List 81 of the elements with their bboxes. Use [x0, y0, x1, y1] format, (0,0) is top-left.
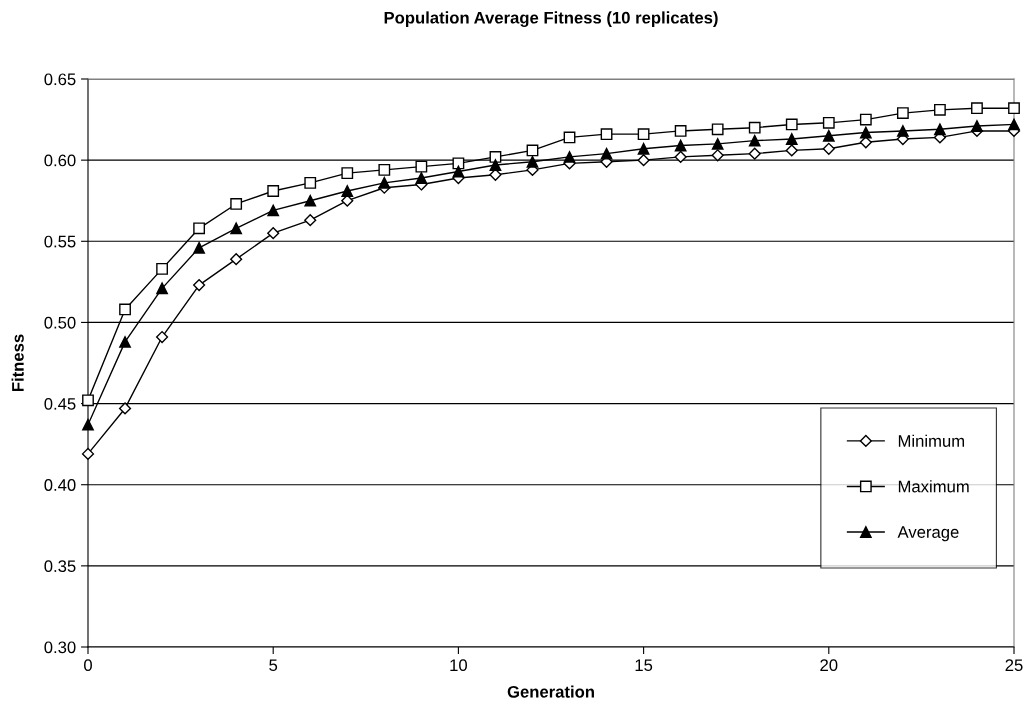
point — [971, 120, 983, 132]
point — [230, 253, 243, 266]
point — [822, 129, 835, 142]
y-tick-label: 0.65 — [44, 73, 76, 86]
point — [674, 150, 687, 163]
y-tick-label: 0.60 — [44, 154, 76, 167]
point — [934, 123, 946, 136]
point — [711, 138, 724, 150]
point — [896, 125, 909, 137]
point — [452, 157, 465, 170]
point — [896, 107, 909, 119]
point — [748, 134, 761, 147]
y-tick-label: 0.35 — [44, 560, 76, 573]
point — [119, 303, 131, 316]
point — [193, 241, 206, 254]
point — [267, 227, 280, 240]
point — [341, 185, 354, 197]
point — [118, 402, 132, 415]
point — [822, 116, 835, 129]
point — [600, 147, 613, 160]
point — [526, 155, 539, 168]
point — [267, 204, 280, 217]
point — [674, 125, 687, 137]
x-axis-title: Generation — [507, 685, 594, 698]
point — [600, 128, 613, 141]
legend-label: Maximum — [898, 480, 969, 493]
point — [378, 163, 391, 176]
x-tick-label: 10 — [450, 659, 468, 672]
point — [934, 103, 946, 116]
point — [304, 194, 317, 207]
point — [156, 262, 168, 275]
point — [304, 214, 317, 227]
point — [822, 142, 835, 155]
point — [748, 147, 761, 160]
point — [267, 185, 280, 197]
point — [785, 144, 798, 157]
y-tick-label: 0.45 — [44, 397, 76, 410]
point — [82, 418, 94, 431]
point — [637, 128, 650, 141]
point — [859, 126, 872, 139]
point — [1008, 102, 1020, 115]
point — [1008, 118, 1020, 131]
point — [711, 123, 724, 136]
point — [156, 282, 168, 295]
x-tick-label: 20 — [820, 659, 838, 672]
point — [230, 222, 243, 235]
point — [859, 113, 872, 126]
point — [489, 159, 502, 171]
point — [81, 447, 95, 460]
point — [637, 154, 650, 167]
point — [785, 118, 798, 131]
x-tick-label: 25 — [1005, 659, 1023, 672]
point — [119, 335, 131, 348]
y-tick-label: 0.30 — [44, 641, 76, 654]
y-axis-title: Fitness — [11, 334, 24, 392]
point — [378, 176, 391, 189]
point — [748, 121, 761, 134]
y-tick-label: 0.50 — [44, 316, 76, 329]
point — [674, 139, 687, 152]
y-tick-label: 0.55 — [44, 235, 76, 248]
point — [637, 142, 650, 155]
point — [563, 150, 576, 163]
point — [971, 102, 983, 115]
point — [785, 133, 798, 145]
point — [193, 279, 206, 292]
point — [230, 198, 243, 210]
x-tick-label: 15 — [635, 659, 653, 672]
point — [341, 167, 354, 180]
point — [193, 222, 206, 235]
legend-label: Minimum — [898, 434, 965, 447]
point — [304, 176, 317, 189]
legend-label: Average — [897, 526, 959, 542]
point — [415, 172, 428, 184]
point — [415, 160, 428, 173]
y-tick-label: 0.40 — [44, 479, 76, 491]
x-tick-label: 5 — [269, 659, 278, 672]
chart-title: Population Average Fitness (10 replicates) — [384, 11, 718, 27]
point — [452, 165, 465, 178]
x-tick-label: 0 — [84, 659, 92, 672]
point — [155, 330, 169, 344]
point — [711, 149, 724, 162]
